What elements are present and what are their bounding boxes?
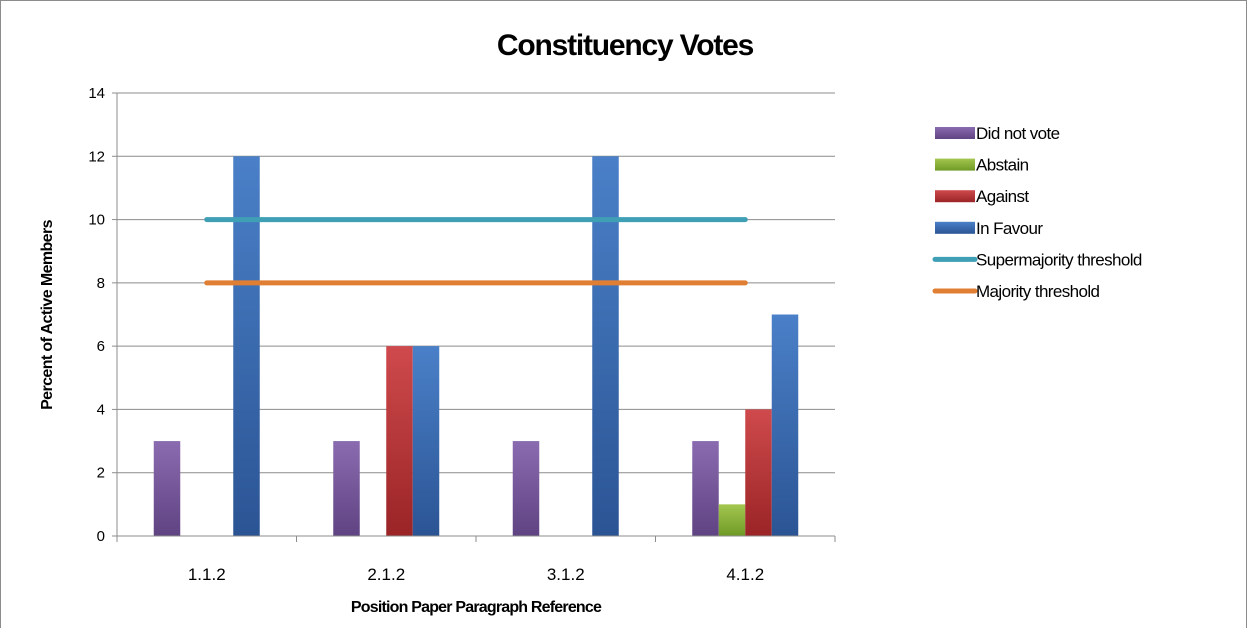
bar-against bbox=[386, 346, 413, 536]
x-axis-label: Position Paper Paragraph Reference bbox=[351, 599, 602, 616]
legend-swatch-in-favour bbox=[935, 222, 975, 234]
bar-in-favour bbox=[772, 315, 799, 537]
x-tick-label: 4.1.2 bbox=[726, 565, 764, 584]
y-tick-label: 14 bbox=[88, 85, 105, 102]
chart-title: Constituency Votes bbox=[497, 29, 754, 62]
legend-label-supermajority-threshold: Supermajority threshold bbox=[976, 250, 1142, 269]
legend: Did not vote Abstain Against In Favour Super… bbox=[935, 124, 1142, 301]
y-tick-label: 2 bbox=[97, 465, 105, 482]
threshold-lines bbox=[207, 220, 746, 283]
bar-against bbox=[745, 409, 772, 536]
y-tick-label: 0 bbox=[97, 528, 105, 545]
y-tick-label: 10 bbox=[88, 212, 105, 229]
bar-abstain bbox=[719, 504, 746, 536]
bar-in-favour bbox=[592, 156, 619, 536]
bar-in-favour bbox=[413, 346, 440, 536]
bar-did-not-vote bbox=[154, 441, 181, 536]
y-tick-label: 8 bbox=[97, 275, 105, 292]
legend-label-abstain: Abstain bbox=[976, 156, 1029, 175]
legend-label-majority-threshold: Majority threshold bbox=[976, 282, 1100, 301]
bar-in-favour bbox=[233, 156, 260, 536]
legend-swatch-did-not-vote bbox=[935, 127, 975, 139]
x-tick-label: 1.1.2 bbox=[188, 565, 226, 584]
legend-swatch-against bbox=[935, 190, 975, 202]
legend-label-in-favour: In Favour bbox=[976, 219, 1043, 238]
y-tick-label: 6 bbox=[97, 338, 105, 355]
legend-swatch-abstain bbox=[935, 159, 975, 171]
bar-did-not-vote bbox=[333, 441, 360, 536]
bar-did-not-vote bbox=[692, 441, 719, 536]
y-tick-label: 4 bbox=[97, 401, 105, 418]
y-tick-label: 12 bbox=[88, 148, 105, 165]
x-tick-label: 2.1.2 bbox=[367, 565, 405, 584]
legend-label-did-not-vote: Did not vote bbox=[976, 124, 1060, 143]
bar-did-not-vote bbox=[513, 441, 540, 536]
y-axis-label: Percent of Active Members bbox=[39, 219, 56, 410]
x-tick-label: 3.1.2 bbox=[547, 565, 585, 584]
legend-label-against: Against bbox=[976, 187, 1029, 206]
